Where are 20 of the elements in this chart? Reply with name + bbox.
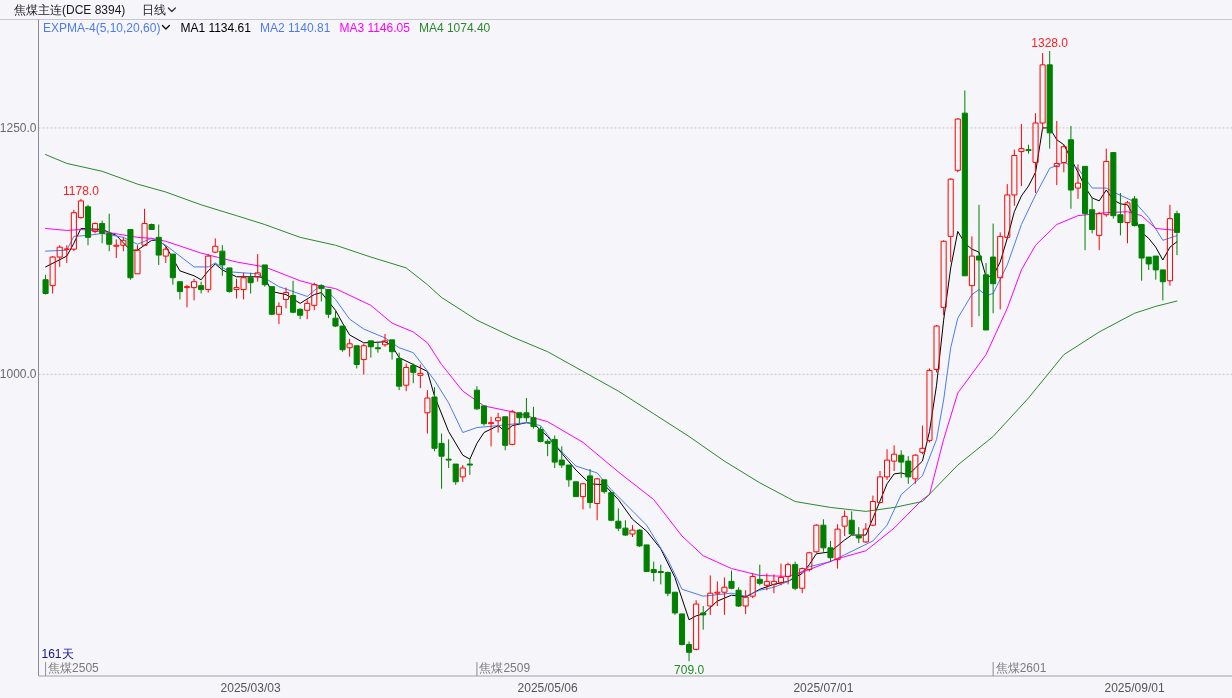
annotation: 1328.0 xyxy=(1031,36,1069,51)
x-tick-label: 2025/03/03 xyxy=(220,681,281,695)
annotation: 焦煤2509 xyxy=(479,661,531,675)
text: MA3 1146.05 xyxy=(339,20,411,35)
y-tick-label: 1250.0 xyxy=(0,120,37,135)
legend-title: EXPMA-4(5,10,20,60) xyxy=(43,20,161,35)
annotation: 焦煤2601 xyxy=(995,661,1047,675)
y-tick-label: 1000.0 xyxy=(0,367,37,382)
annotation: 1178.0 xyxy=(63,183,100,198)
text: MA2 1140.81 xyxy=(259,20,331,35)
chart-title: 焦煤主连(DCE 8394) xyxy=(14,3,126,17)
annotation: 焦煤2505 xyxy=(48,661,100,675)
chart-subtitle: 日线 xyxy=(142,3,167,17)
x-tick-label: 2025/09/01 xyxy=(1104,681,1165,695)
annotation: 709.0 xyxy=(674,662,705,677)
x-tick-label: 2025/07/01 xyxy=(793,681,854,695)
x-tick-label: 2025/05/06 xyxy=(517,681,578,695)
text: MA4 1074.40 xyxy=(418,20,491,35)
legend-label: MA1 1134.61 xyxy=(180,20,252,35)
annotation: 161天 xyxy=(41,647,74,661)
